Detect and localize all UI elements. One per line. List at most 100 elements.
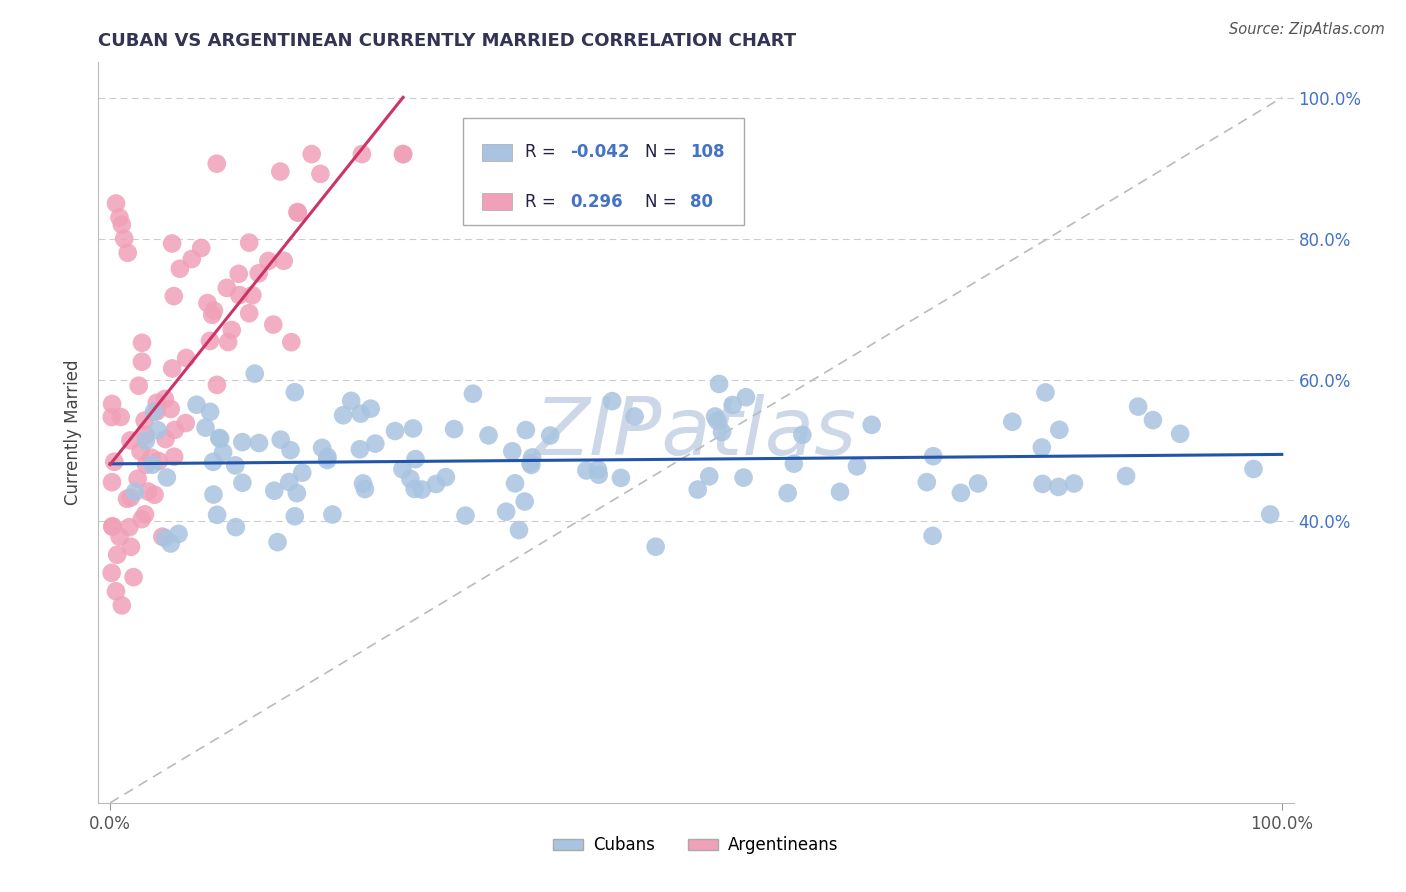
Point [434,470,457,484]
Point [129,444,152,458]
Point [257,254,280,268]
Point [134,508,156,522]
Point [228,267,250,281]
Point [1031,441,1053,455]
Point [159,402,181,417]
Point [1047,423,1070,437]
Point [150,530,173,544]
Point [291,466,314,480]
Point [309,167,332,181]
Point [915,475,938,490]
Point [454,508,477,523]
Point [280,335,302,350]
Point [247,266,270,280]
Point [520,458,543,472]
Point [284,385,307,400]
Text: 0.296: 0.296 [571,193,623,211]
Point [1035,385,1057,400]
Point [733,470,755,484]
Point [243,367,266,381]
Point [124,485,146,500]
Point [247,436,270,450]
Point [205,508,228,522]
Point [101,475,124,490]
Point [588,467,610,482]
Point [967,476,990,491]
Point [443,422,465,436]
Point [122,570,145,584]
Point [278,475,301,489]
Point [321,508,343,522]
Point [697,469,720,483]
Point [263,483,285,498]
Text: ZIPatlas: ZIPatlas [534,393,858,472]
Point [108,530,131,544]
Point [111,218,134,232]
Point [575,463,598,477]
Point [111,599,134,613]
Point [156,470,179,484]
Point [117,245,139,260]
Text: 80: 80 [690,193,713,211]
Point [391,462,413,476]
Point [202,455,225,469]
Point [100,566,122,580]
Point [477,428,499,442]
Point [110,409,132,424]
Point [513,494,536,508]
Text: N =: N = [644,193,682,211]
Point [280,443,302,458]
Legend: Cubans, Argentineans: Cubans, Argentineans [547,830,845,861]
Point [238,306,260,320]
Text: Source: ZipAtlas.com: Source: ZipAtlas.com [1229,22,1385,37]
Point [503,476,526,491]
Point [610,471,633,485]
Point [392,147,415,161]
Point [316,450,339,464]
Point [101,519,124,533]
Point [155,432,177,446]
Point [266,535,288,549]
Point [711,425,734,439]
Point [134,414,156,428]
Point [301,147,323,161]
Point [174,416,197,430]
Point [201,308,224,322]
Point [169,261,191,276]
Point [1243,462,1265,476]
Point [101,519,124,533]
Point [160,361,183,376]
Point [287,205,309,219]
Text: R =: R = [524,144,561,161]
Point [141,458,163,472]
Point [404,482,426,496]
Point [205,377,228,392]
Point [163,423,186,437]
Point [160,236,183,251]
Point [105,196,128,211]
Point [163,450,186,464]
Point [146,395,169,409]
Point [828,484,851,499]
Point [520,450,543,465]
Point [238,235,260,250]
Point [495,505,517,519]
Point [1031,477,1053,491]
Point [146,423,169,437]
FancyBboxPatch shape [482,194,512,210]
Point [240,288,263,302]
Point [228,288,250,302]
Point [112,232,135,246]
Point [1258,508,1281,522]
Text: 108: 108 [690,144,724,161]
Point [1168,426,1191,441]
Point [405,452,427,467]
Point [949,486,972,500]
Point [145,404,167,418]
Y-axis label: Currently Married: Currently Married [65,359,83,506]
Point [285,486,308,500]
Point [202,303,225,318]
Point [735,390,758,404]
Text: R =: R = [524,193,561,211]
Point [142,405,165,419]
